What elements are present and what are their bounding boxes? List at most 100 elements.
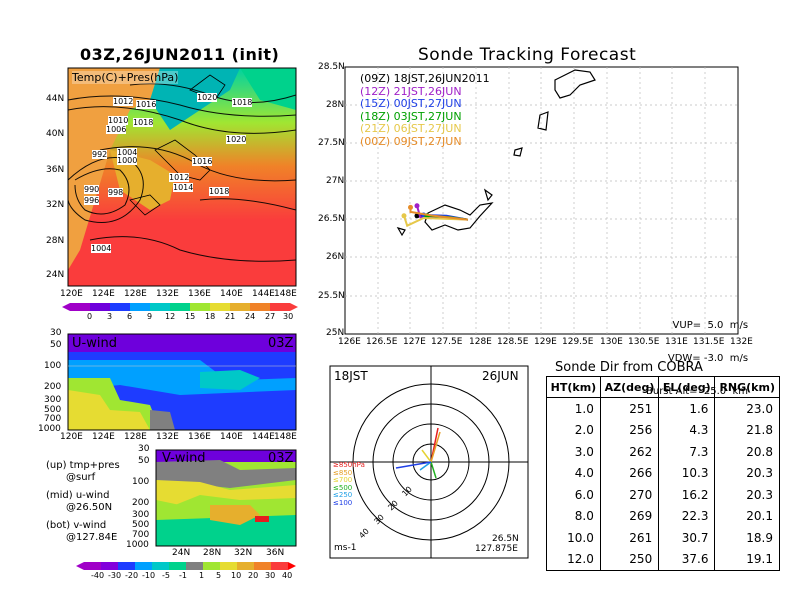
- pressure-label: 1010: [108, 116, 129, 125]
- pressure-label: 1020: [197, 93, 218, 102]
- sonde-direction-table: HT(km) AZ(deg) EL(deg) RNG(km) 1.0 251 1.6…: [546, 376, 780, 571]
- lon-tick: 131.5E: [693, 337, 725, 347]
- cell: 19.1: [714, 548, 780, 571]
- legend-entry: (18Z) 03JST,27JUN: [360, 109, 462, 123]
- track-endpoint: [414, 203, 420, 209]
- note-line: @26.50N: [66, 502, 113, 513]
- y-tick: 1000: [38, 424, 61, 434]
- table-row: 2.0 256 4.3 21.8: [546, 419, 780, 441]
- x-tick: 140E: [220, 432, 243, 442]
- pressure-legend-entry: ≥850hPa: [333, 461, 365, 469]
- lat-tick: 32N: [46, 200, 65, 210]
- colorbar-label: 30: [265, 571, 276, 580]
- lat-tick: 28.5N: [318, 62, 345, 72]
- lon-tick: 124E: [92, 289, 115, 299]
- lat-tick: 27N: [326, 176, 345, 186]
- lon-tick: 128E: [469, 337, 492, 347]
- lon-tick: 127E: [403, 337, 426, 347]
- pressure-legend-entry: ≤700: [333, 476, 353, 484]
- lon-tick: 126.5E: [366, 337, 398, 347]
- note-line: @127.84E: [66, 532, 118, 543]
- table-row: 12.0 250 37.6 19.1: [546, 548, 780, 571]
- lon-tick: 120E: [60, 289, 83, 299]
- colorbar-label: 18: [205, 312, 216, 321]
- pressure-label: 1018: [232, 98, 253, 107]
- track-endpoint: [414, 213, 420, 219]
- note-line: (mid) u-wind: [46, 490, 110, 501]
- cell: 261: [599, 527, 660, 549]
- tracking-legend: (09Z) 18JST,26JUN2011 (12Z) 21JST,26JUN …: [360, 72, 490, 148]
- lon-tick: 130.5E: [628, 337, 660, 347]
- colorbar-label: 20: [248, 571, 259, 580]
- track-line: [403, 215, 468, 228]
- legend-entry: (12Z) 21JST,26JUN: [360, 84, 462, 98]
- lon-tick: 148E: [274, 289, 297, 299]
- cell: 37.6: [658, 548, 716, 571]
- tracking-title: Sonde Tracking Forecast: [418, 45, 637, 65]
- lon-tick: 132E: [156, 289, 179, 299]
- pressure-legend-entry: ≤850: [333, 468, 353, 477]
- cell: 269: [599, 505, 660, 527]
- cell: 4.3: [658, 419, 716, 441]
- cell: 20.8: [714, 441, 780, 463]
- y-tick: 500: [132, 520, 150, 530]
- colorbar-label: 1: [199, 571, 205, 580]
- y-tick: 50: [50, 340, 62, 350]
- lat-tick: 26N: [326, 252, 345, 262]
- param-line: VUP= 5.0 m/s: [672, 320, 749, 331]
- colorbar-label: 9: [147, 312, 153, 321]
- y-tick: 500: [44, 405, 62, 415]
- cell: 4.0: [546, 462, 601, 484]
- lon-tick: 126E: [338, 337, 361, 347]
- lon-tick: 144E: [252, 289, 275, 299]
- x-tick: 36N: [266, 548, 285, 558]
- colorbar-label: 5: [216, 571, 222, 580]
- legend-entry: (15Z) 00JST,27JUN: [360, 97, 462, 110]
- track-endpoint: [401, 213, 407, 219]
- y-tick: 100: [44, 361, 62, 371]
- cell: 7.3: [658, 441, 716, 463]
- x-tick: 120E: [60, 432, 83, 442]
- y-tick: 700: [44, 414, 62, 424]
- lon-tick: 132E: [730, 337, 753, 347]
- col-header: RNG(km): [714, 376, 780, 398]
- colorbar-label: -30: [108, 571, 122, 580]
- cell: 23.0: [714, 397, 780, 420]
- y-tick: 100: [132, 477, 150, 487]
- lon-tick: 128.5E: [497, 337, 529, 347]
- y-tick: 30: [138, 444, 150, 454]
- y-tick: 300: [132, 510, 150, 520]
- colorbar-label: 27: [265, 312, 276, 321]
- x-tick: 28N: [203, 548, 222, 558]
- legend-entry: (21Z) 06JST,27JUN: [360, 122, 462, 135]
- y-tick: 300: [44, 395, 62, 405]
- cell: 30.7: [658, 527, 716, 549]
- cell: 18.9: [714, 527, 780, 549]
- cell: 250: [599, 548, 660, 571]
- pressure-legend-entry: ≤250: [333, 491, 353, 499]
- colorbar-label: -10: [142, 571, 156, 580]
- polar-lon: 127.875E: [475, 544, 518, 554]
- pressure-label: 996: [84, 196, 100, 205]
- note-line: (up) tmp+pres: [46, 460, 120, 471]
- colorbar-label: -20: [125, 571, 139, 580]
- colorbar-label: 15: [185, 312, 196, 321]
- x-tick: 132E: [156, 432, 179, 442]
- colorbar-label: 21: [225, 312, 236, 321]
- polar-vectors: [395, 427, 441, 479]
- polar-date-label: 26JUN: [482, 369, 519, 383]
- table-title: Sonde Dir from COBRA: [555, 360, 703, 375]
- cell: 266: [599, 462, 660, 484]
- polar-unit: ms-1: [334, 543, 357, 553]
- cell: 256: [599, 419, 660, 441]
- colorbar-label: 40: [282, 571, 293, 580]
- colorbar-label: 24: [245, 312, 256, 321]
- cell: 21.8: [714, 419, 780, 441]
- lon-tick: 130E: [600, 337, 623, 347]
- y-tick: 1000: [126, 540, 149, 550]
- u-wind-time: 03Z: [268, 336, 294, 351]
- cell: 20.3: [714, 484, 780, 506]
- pressure-legend-entry: ≤100: [333, 498, 353, 507]
- y-tick: 700: [132, 530, 150, 540]
